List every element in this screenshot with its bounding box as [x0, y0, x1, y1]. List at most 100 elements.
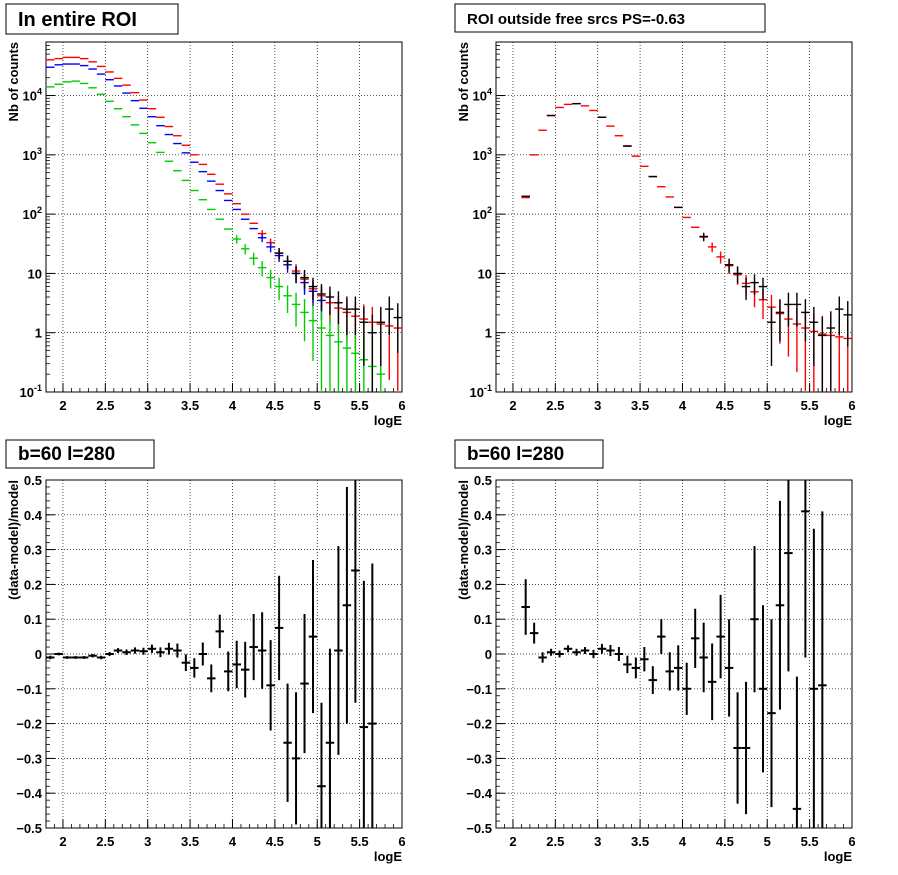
x-tick-label: 5.5 [351, 398, 369, 413]
data-point [240, 244, 250, 255]
x-axis-label: logE [374, 849, 402, 864]
y-axis-label: (data-model)/model [456, 480, 471, 600]
data-point [818, 316, 827, 392]
x-tick-label: 2 [509, 398, 516, 413]
title-frame [454, 3, 766, 33]
x-tick-label: 5 [764, 834, 771, 849]
data-point [291, 692, 301, 825]
x-tick-label: 5.5 [351, 834, 369, 849]
data-point [741, 277, 751, 301]
data-point [809, 306, 819, 366]
title-frame [5, 3, 179, 35]
x-tick-label: 3.5 [181, 834, 199, 849]
series-2 [46, 63, 326, 321]
y-axis-label: (data-model)/model [6, 480, 21, 600]
data-point [181, 654, 191, 672]
data-point [54, 652, 63, 656]
chart-title-box: In entire ROI [5, 3, 179, 35]
data-point [232, 235, 241, 244]
data-point [291, 292, 301, 327]
data-point [283, 285, 292, 313]
data-point [657, 619, 666, 654]
data-point [368, 314, 377, 392]
data-point [257, 261, 267, 277]
data-point [300, 613, 309, 754]
x-tick-label: 4.5 [266, 398, 284, 413]
series-2 [521, 102, 852, 392]
x-axis-label: logE [374, 413, 402, 428]
y-tick-label: −0.2 [466, 717, 492, 732]
y-tick-label: 1 [35, 326, 42, 341]
data-point [750, 274, 759, 295]
data-point [393, 303, 402, 353]
data-point [334, 546, 343, 755]
data-point [71, 656, 80, 659]
y-axis-label: Nb of counts [456, 42, 471, 121]
y-tick-label: 10-1 [470, 383, 492, 400]
data-point [317, 702, 326, 828]
data-point [164, 642, 174, 655]
x-tick-label: 3 [144, 834, 151, 849]
data-point [716, 594, 725, 679]
data-point [724, 258, 734, 273]
x-tick-label: 3.5 [631, 834, 649, 849]
data-point [232, 640, 241, 689]
data-point [716, 251, 725, 264]
series-4 [274, 248, 402, 392]
data-point [665, 652, 674, 691]
data-point [79, 656, 89, 659]
data-point [283, 255, 292, 269]
data-point [563, 645, 573, 653]
chart-title: b=60 l=280 [18, 444, 115, 465]
data-point [130, 647, 140, 654]
y-tick-label: −0.2 [16, 717, 42, 732]
chart-title-box: b=60 l=280 [5, 439, 155, 469]
data-point [648, 666, 658, 695]
data-point [572, 648, 581, 656]
data-point [325, 648, 335, 828]
y-tick-label: −0.1 [466, 682, 492, 697]
x-tick-label: 3 [144, 398, 151, 413]
data-point [784, 480, 793, 672]
data-point [249, 613, 258, 681]
y-tick-label: 0.4 [24, 508, 43, 523]
data-point [342, 296, 352, 335]
data-point [300, 270, 309, 289]
y-tick-label: 0.5 [24, 473, 42, 488]
data-point [266, 270, 275, 289]
data-point [767, 619, 776, 808]
y-tick-label: 0.5 [474, 473, 492, 488]
data-point [139, 647, 148, 655]
y-tick-label: 10 [478, 266, 492, 281]
x-tick-label: 2 [59, 398, 66, 413]
chart-title-box: b=60 l=280 [454, 439, 604, 469]
data-point [792, 676, 802, 828]
y-tick-label: 104 [473, 87, 492, 104]
y-tick-label: 0 [485, 647, 492, 662]
title-frame [454, 439, 604, 469]
data-point [113, 648, 123, 653]
x-tick-label: 6 [848, 834, 855, 849]
data-point [385, 296, 394, 335]
data-point [334, 291, 343, 324]
data-point [784, 292, 793, 327]
data-point [792, 292, 802, 327]
data-point [351, 296, 360, 335]
data-point [240, 641, 250, 698]
data-point [173, 643, 182, 658]
title-frame [5, 439, 155, 469]
data-point [555, 650, 564, 658]
y-tick-label: 0.3 [24, 543, 42, 558]
data-point [733, 266, 742, 284]
data-point [699, 232, 708, 241]
x-tick-label: 4 [679, 834, 687, 849]
y-tick-label: 0.1 [474, 612, 492, 627]
y-tick-label: 104 [23, 87, 42, 104]
x-tick-label: 4 [229, 398, 237, 413]
series-1 [46, 480, 377, 828]
data-point [368, 563, 377, 828]
x-axis-label: logE [824, 413, 852, 428]
x-tick-label: 6 [398, 834, 405, 849]
data-point [105, 651, 114, 657]
series-1 [46, 56, 402, 391]
